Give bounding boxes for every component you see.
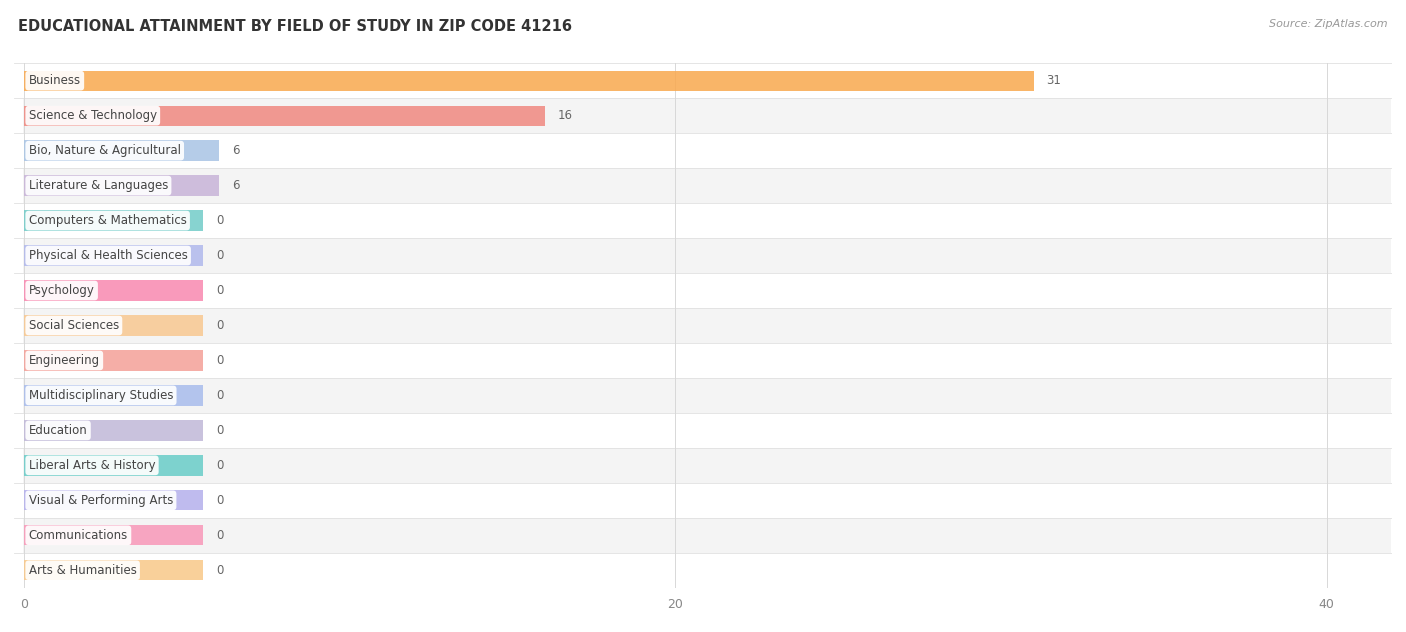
Text: 0: 0: [217, 284, 224, 297]
Text: 0: 0: [217, 529, 224, 542]
Bar: [22, 553, 1391, 588]
Text: 0: 0: [217, 389, 224, 402]
Bar: [24, 490, 202, 511]
Text: 0: 0: [217, 249, 224, 262]
Bar: [22, 63, 1391, 98]
Bar: [22, 308, 1391, 343]
Bar: [22, 518, 1391, 553]
Text: Social Sciences: Social Sciences: [28, 319, 120, 332]
Text: EDUCATIONAL ATTAINMENT BY FIELD OF STUDY IN ZIP CODE 41216: EDUCATIONAL ATTAINMENT BY FIELD OF STUDY…: [18, 19, 572, 34]
Bar: [22, 98, 1391, 133]
Bar: [24, 350, 202, 370]
Text: Literature & Languages: Literature & Languages: [28, 179, 169, 192]
Bar: [24, 525, 202, 545]
Bar: [24, 455, 202, 475]
Bar: [24, 315, 202, 336]
Text: Education: Education: [28, 424, 87, 437]
Text: 0: 0: [217, 494, 224, 507]
Bar: [24, 386, 202, 406]
Text: Psychology: Psychology: [28, 284, 94, 297]
Text: Science & Technology: Science & Technology: [28, 109, 157, 122]
Bar: [24, 106, 546, 126]
Text: 0: 0: [217, 424, 224, 437]
Bar: [22, 343, 1391, 378]
Text: Communications: Communications: [28, 529, 128, 542]
Bar: [22, 273, 1391, 308]
Text: Visual & Performing Arts: Visual & Performing Arts: [28, 494, 173, 507]
Text: Source: ZipAtlas.com: Source: ZipAtlas.com: [1270, 19, 1388, 29]
Bar: [22, 168, 1391, 203]
Bar: [24, 245, 202, 265]
Text: 0: 0: [217, 214, 224, 227]
Text: 0: 0: [217, 564, 224, 577]
Bar: [24, 560, 202, 580]
Bar: [22, 448, 1391, 483]
Text: Business: Business: [28, 74, 80, 87]
Bar: [24, 281, 202, 301]
Bar: [24, 210, 202, 231]
Bar: [22, 413, 1391, 448]
Text: Engineering: Engineering: [28, 354, 100, 367]
Text: Bio, Nature & Agricultural: Bio, Nature & Agricultural: [28, 144, 181, 157]
Bar: [22, 133, 1391, 168]
Text: 6: 6: [232, 179, 240, 192]
Text: 0: 0: [217, 319, 224, 332]
Text: 6: 6: [232, 144, 240, 157]
Bar: [24, 71, 1033, 91]
Bar: [22, 203, 1391, 238]
Bar: [24, 176, 219, 196]
Text: Arts & Humanities: Arts & Humanities: [28, 564, 136, 577]
Text: 0: 0: [217, 459, 224, 472]
Bar: [22, 483, 1391, 518]
Text: 31: 31: [1046, 74, 1062, 87]
Text: Liberal Arts & History: Liberal Arts & History: [28, 459, 155, 472]
Bar: [22, 378, 1391, 413]
Text: Multidisciplinary Studies: Multidisciplinary Studies: [28, 389, 173, 402]
Bar: [24, 140, 219, 161]
Text: Physical & Health Sciences: Physical & Health Sciences: [28, 249, 187, 262]
Text: 0: 0: [217, 354, 224, 367]
Bar: [24, 420, 202, 441]
Bar: [22, 238, 1391, 273]
Text: Computers & Mathematics: Computers & Mathematics: [28, 214, 187, 227]
Text: 16: 16: [558, 109, 574, 122]
